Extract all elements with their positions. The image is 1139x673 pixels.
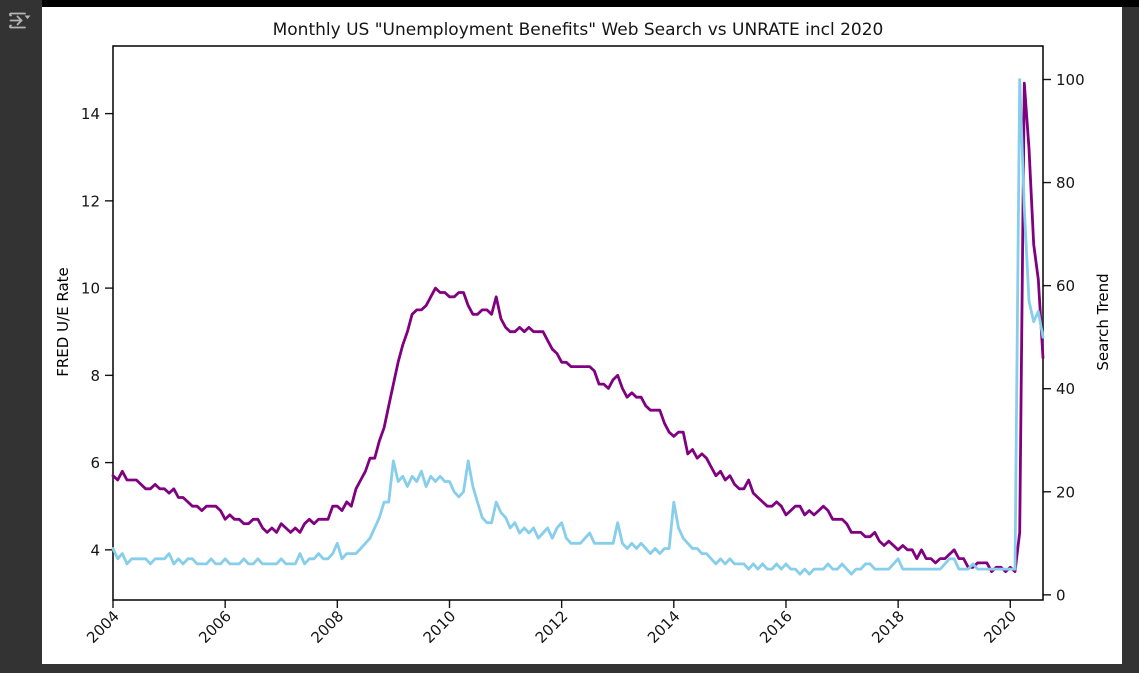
plot-toolbar-sidebar bbox=[0, 0, 42, 673]
x-tick-label: 2008 bbox=[307, 607, 347, 647]
left-tick-label: 6 bbox=[90, 454, 100, 472]
export-plot-arrow-icon bbox=[9, 12, 31, 29]
series-line-1 bbox=[111, 78, 1045, 576]
left-tick-label: 4 bbox=[90, 541, 100, 559]
right-tick-label: 0 bbox=[1056, 586, 1066, 604]
left-tick-label: 8 bbox=[90, 367, 100, 385]
right-tick-label: 60 bbox=[1056, 277, 1075, 295]
right-axis-label: Search Trend bbox=[1094, 273, 1112, 371]
right-tick-label: 20 bbox=[1056, 483, 1075, 501]
right-tick-label: 40 bbox=[1056, 380, 1075, 398]
left-axis-label: FRED U/E Rate bbox=[54, 267, 72, 377]
left-tick-label: 10 bbox=[81, 280, 100, 298]
window-top-divider bbox=[36, 0, 1139, 7]
chart-title: Monthly US "Unemployment Benefits" Web S… bbox=[272, 20, 884, 40]
figure-panel: Monthly US "Unemployment Benefits" Web S… bbox=[42, 7, 1122, 664]
x-tick-label: 2014 bbox=[644, 607, 684, 647]
export-plot-button[interactable] bbox=[6, 8, 34, 34]
plot-border bbox=[112, 45, 1044, 601]
left-tick-label: 12 bbox=[81, 192, 100, 210]
x-tick-label: 2018 bbox=[868, 607, 908, 647]
x-tick-label: 2004 bbox=[83, 607, 123, 647]
x-tick-label: 2020 bbox=[980, 607, 1020, 647]
series-line-0 bbox=[111, 81, 1045, 573]
right-tick-label: 80 bbox=[1056, 174, 1075, 192]
right-tick-label: 100 bbox=[1056, 71, 1085, 89]
chart-canvas: 4 6 8 10 12 14 0 20 40 60 80 100 2004 2006 2008 2010 201… bbox=[81, 45, 1085, 647]
x-tick-label: 2010 bbox=[420, 607, 460, 647]
x-tick-label: 2006 bbox=[195, 607, 235, 647]
x-tick-label: 2016 bbox=[756, 607, 796, 647]
x-tick-label: 2012 bbox=[532, 607, 572, 647]
left-tick-label: 14 bbox=[81, 105, 100, 123]
